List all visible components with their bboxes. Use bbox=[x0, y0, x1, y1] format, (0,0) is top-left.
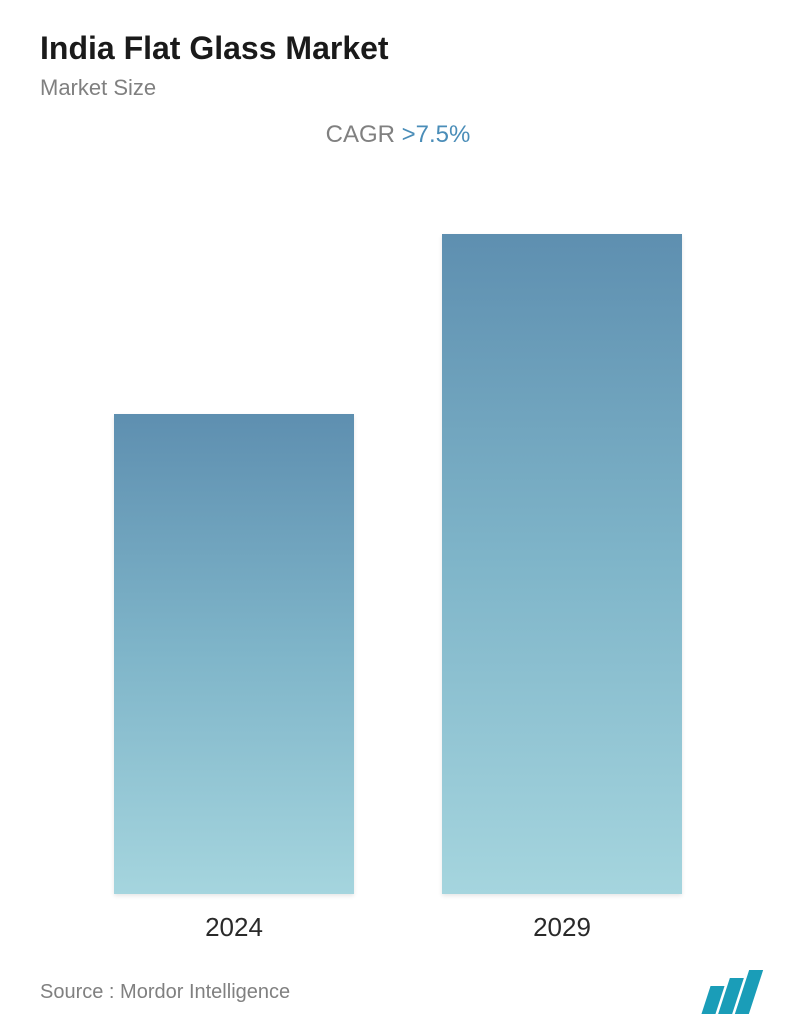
bar-label-2024: 2024 bbox=[205, 912, 263, 943]
chart-footer: Source : Mordor Intelligence bbox=[40, 958, 756, 1014]
source-attribution: Source : Mordor Intelligence bbox=[40, 981, 290, 1004]
bar-group-2029: 2029 bbox=[442, 179, 682, 943]
cagr-label: CAGR bbox=[326, 121, 402, 148]
mordor-logo-icon bbox=[706, 970, 756, 1014]
bar-2024 bbox=[114, 414, 354, 894]
chart-container: India Flat Glass Market Market Size CAGR… bbox=[0, 0, 796, 1034]
chart-title: India Flat Glass Market bbox=[40, 30, 756, 67]
bar-group-2024: 2024 bbox=[114, 179, 354, 943]
cagr-value: 7.5% bbox=[416, 121, 471, 148]
bar-label-2029: 2029 bbox=[533, 912, 591, 943]
cagr-operator: > bbox=[402, 121, 416, 148]
bar-2029 bbox=[442, 234, 682, 894]
cagr-summary: CAGR >7.5% bbox=[40, 121, 756, 149]
bar-chart: 2024 2029 bbox=[40, 179, 756, 943]
chart-subtitle: Market Size bbox=[40, 75, 756, 101]
